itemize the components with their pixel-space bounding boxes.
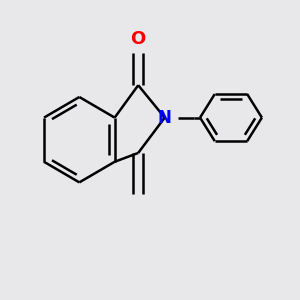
Text: N: N <box>158 109 172 127</box>
Text: O: O <box>130 30 146 48</box>
